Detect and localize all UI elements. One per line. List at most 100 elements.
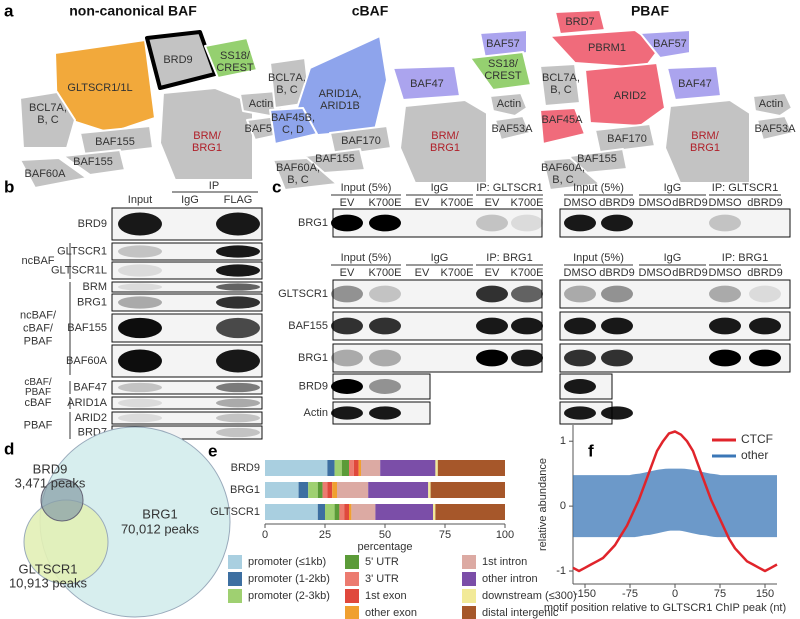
bar-segment	[265, 504, 318, 520]
legend-label: promoter (2-3kb)	[248, 590, 330, 602]
subunit-label: B, C	[550, 84, 571, 96]
subunit-label: BAF45A	[542, 114, 584, 126]
lane-label: EV	[340, 267, 355, 279]
line-series	[548, 468, 800, 538]
group-label: PBAF	[25, 387, 51, 398]
band	[118, 317, 162, 339]
subunit	[639, 29, 691, 59]
bar-segment	[349, 460, 354, 476]
group-label: IgG	[664, 182, 682, 194]
category-label: BRG1	[230, 484, 260, 496]
y-tick-label: 1	[560, 435, 566, 447]
subunit-label: SS18/	[488, 58, 519, 70]
lane-label: dBRD9	[747, 267, 782, 279]
legend-swatch	[228, 589, 242, 603]
subunit-label: BRM/	[691, 130, 719, 142]
bar-segment	[317, 482, 323, 498]
bar-segment	[327, 460, 335, 476]
band	[118, 398, 162, 408]
subunit-label: BCL7A,	[268, 72, 306, 84]
blot-strip	[332, 279, 543, 309]
bar-segment	[368, 482, 429, 498]
bar-segment	[341, 460, 349, 476]
subunit-label: BRM/	[431, 130, 459, 142]
y-tick-label: 0	[560, 500, 566, 512]
subunit	[539, 107, 586, 145]
group-label: IgG	[431, 182, 449, 194]
band	[709, 317, 741, 335]
subunit	[62, 149, 126, 176]
band	[601, 214, 633, 232]
subunit	[204, 37, 258, 79]
subunit-label: ARID2	[614, 90, 646, 102]
blot-strip	[111, 396, 263, 410]
band	[216, 317, 260, 339]
band	[331, 285, 363, 303]
row-label: BAF155	[288, 320, 328, 332]
band	[749, 285, 781, 303]
row-label: BRD9	[299, 380, 328, 392]
subunit	[159, 87, 254, 181]
legend-label: other exon	[365, 607, 417, 619]
venn-circle	[40, 478, 84, 522]
subunit-label: CREST	[484, 70, 522, 82]
subunit-label: BAF155	[95, 136, 135, 148]
legend-swatch	[462, 572, 476, 586]
blot-strip	[332, 343, 543, 373]
bar-segment	[435, 460, 438, 476]
subunit	[469, 51, 532, 91]
band	[369, 214, 401, 232]
group-label: IP: BRG1	[486, 252, 532, 264]
legend-label: 1st exon	[365, 590, 407, 602]
legend-label: CTCF	[741, 432, 773, 446]
bar-segment	[325, 504, 335, 520]
panel-letter: b	[4, 177, 14, 196]
band	[476, 214, 508, 232]
subunit-label: BRG1	[430, 142, 460, 154]
bar-segment	[308, 482, 318, 498]
group-label: IP: GLTSCR1	[476, 182, 542, 194]
legend-label: other	[741, 448, 768, 462]
x-tick-label: -75	[622, 588, 638, 600]
row-label: BRM	[83, 281, 107, 293]
subunit-label: B, C	[276, 84, 297, 96]
bar-segment	[327, 482, 333, 498]
blot-strip	[111, 281, 263, 293]
lane-label: DMSO	[639, 197, 672, 209]
x-axis-label: percentage	[357, 541, 412, 553]
subunit-label: BAF170	[607, 133, 647, 145]
band	[564, 285, 596, 303]
complex-title: non-canonical BAF	[69, 3, 197, 19]
legend-swatch	[462, 589, 476, 603]
bar-segment	[430, 482, 505, 498]
subunit	[554, 9, 606, 35]
subunit-label: BAF57	[486, 38, 520, 50]
subunit-label: C, D	[282, 124, 304, 136]
subunit-label: Actin	[759, 98, 783, 110]
row-label: BAF155	[67, 322, 107, 334]
line-series	[572, 430, 778, 573]
subunit-label: BAF155	[577, 153, 617, 165]
band	[216, 349, 260, 373]
lane-label: K700E	[440, 267, 473, 279]
band	[118, 349, 162, 373]
subunit	[145, 30, 217, 90]
x-tick-label: 0	[262, 529, 268, 541]
lane-label: EV	[340, 197, 355, 209]
band	[216, 398, 260, 408]
band	[749, 317, 781, 335]
subunit	[329, 125, 392, 157]
lane-label: dBRD9	[599, 197, 634, 209]
complex-title: PBAF	[631, 3, 670, 19]
band	[564, 406, 596, 420]
bar-segment	[358, 460, 361, 476]
subunit-label: BCL7A,	[542, 72, 580, 84]
bar-segment	[317, 504, 325, 520]
bar-segment	[435, 504, 505, 520]
group-label: Input (5%)	[341, 252, 392, 264]
group-label: IgG	[664, 252, 682, 264]
lane-label: DMSO	[709, 197, 742, 209]
group-label: ncBAF/	[20, 309, 57, 321]
set-name: BRD9	[33, 461, 68, 476]
legend-swatch	[345, 572, 359, 586]
